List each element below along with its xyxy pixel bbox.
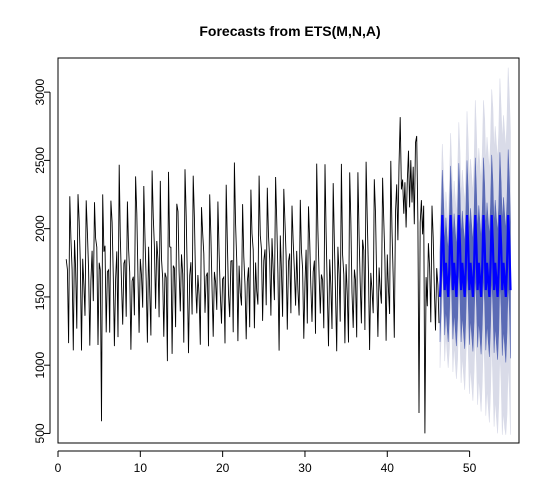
forecast-mean-line [438, 214, 512, 297]
x-axis: 0 10 20 30 40 50 [55, 450, 477, 475]
x-tick-label: 50 [463, 461, 477, 475]
y-tick-label: 1500 [33, 283, 47, 310]
y-tick-label: 1000 [33, 352, 47, 379]
history-line [65, 117, 440, 434]
x-tick-label: 30 [298, 461, 312, 475]
y-axis: 500 1000 1500 2000 2500 3000 [33, 78, 51, 443]
forecast-mean-series [438, 214, 512, 297]
y-tick-label: 2500 [33, 147, 47, 174]
x-tick-label: 40 [381, 461, 395, 475]
x-tick-label: 10 [134, 461, 148, 475]
history-series [65, 117, 440, 434]
chart-title: Forecasts from ETS(M,N,A) [199, 23, 380, 39]
y-tick-label: 3000 [33, 78, 47, 105]
x-tick-label: 20 [216, 461, 230, 475]
x-tick-label: 0 [55, 461, 62, 475]
plot-frame [57, 57, 520, 444]
y-tick-label: 500 [33, 423, 47, 443]
y-tick-label: 2000 [33, 215, 47, 242]
